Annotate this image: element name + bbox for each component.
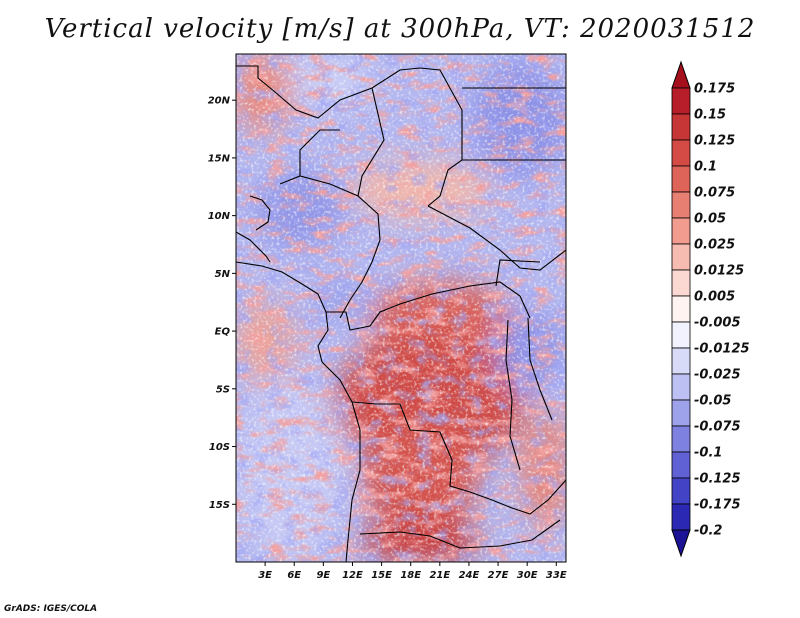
colorbar-segment [671,373,691,401]
lon-label: 27E [488,570,509,581]
lat-label: 15N [208,153,231,164]
colorbar-label: 0.075 [694,186,735,201]
colorbar-label: -0.075 [694,420,741,435]
colorbar-segment [671,425,691,453]
lon-label: 21E [429,570,450,581]
lon-label: 12E [342,570,363,581]
colorbar-label: 0.005 [694,290,735,305]
colorbar-segment [671,321,691,349]
colorbar-label: -0.2 [694,524,722,539]
lat-label: EQ [215,327,231,338]
colorbar-bottom-triangle [671,529,691,558]
colorbar-label: 0.05 [694,212,726,227]
colorbar-label: -0.175 [694,498,741,513]
colorbar-label: -0.125 [694,472,741,487]
velocity-field [236,54,566,562]
colorbar-segment [671,503,691,531]
lat-label: 10N [208,211,231,222]
colorbar-segment [671,139,691,167]
colorbar-segment [671,477,691,505]
colorbar-segment [671,165,691,193]
latitude-axis: 20N 15N 10N 5N EQ 5S 10S 15S [208,96,236,511]
lat-label: 5S [216,384,230,395]
colorbar-label: 0.125 [694,134,735,149]
map-frame [235,53,567,563]
lon-label: 15E [371,570,392,581]
colorbar-label: -0.025 [694,368,741,383]
lat-label: 15S [209,500,230,511]
colorbar-segment [671,243,691,271]
colorbar-label: 0.15 [694,108,726,123]
lon-label: 30E [517,570,538,581]
colorbar-label: -0.0125 [694,342,750,357]
colorbar-label: -0.05 [694,394,731,409]
colorbar-label: 0.1 [694,160,717,175]
credit-text: GrADS: IGES/COLA [4,604,98,614]
colorbar-top-triangle [671,60,691,89]
colorbar: 0.175 0.15 0.125 0.1 0.075 0.05 0.025 0.0125 0.0… [671,60,750,558]
lon-label: 3E [258,570,272,581]
colorbar-segment [671,113,691,141]
colorbar-segment [671,269,691,297]
lat-label: 5N [215,269,231,280]
lon-label: 33E [546,570,567,581]
lat-label: 10S [209,442,230,453]
lon-label: 6E [287,570,301,581]
colorbar-segment [671,217,691,245]
lon-label: 18E [400,570,421,581]
lat-label: 20N [208,96,231,107]
lon-label: 9E [316,570,330,581]
map-title: Vertical velocity [m/s] at 300hPa, VT: 2… [44,14,756,44]
lon-label: 24E [459,570,480,581]
country-borders [236,65,566,562]
longitude-axis: 3E 6E 9E 12E 15E 18E 21E 24E 27E 30E 33E [258,562,567,581]
colorbar-segment [671,451,691,479]
colorbar-segment [671,191,691,219]
colorbar-label: 0.175 [694,82,735,97]
colorbar-segment [671,347,691,375]
colorbar-label: 0.0125 [694,264,744,279]
colorbar-segment [671,399,691,427]
colorbar-label: -0.005 [694,316,741,331]
colorbar-segment [671,295,691,323]
colorbar-label: 0.025 [694,238,735,253]
colorbar-segment [671,87,691,115]
colorbar-label: -0.1 [694,446,722,461]
